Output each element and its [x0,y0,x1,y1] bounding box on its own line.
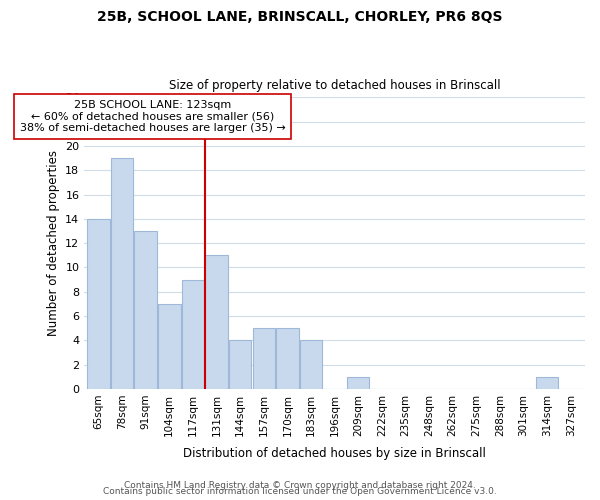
Bar [87,219,110,389]
Bar [276,328,299,389]
Bar [182,280,204,389]
Text: Contains public sector information licensed under the Open Government Licence v3: Contains public sector information licen… [103,488,497,496]
Title: Size of property relative to detached houses in Brinscall: Size of property relative to detached ho… [169,79,500,92]
Bar [229,340,251,389]
Bar [205,256,228,389]
Bar [347,377,370,389]
Bar [253,328,275,389]
X-axis label: Distribution of detached houses by size in Brinscall: Distribution of detached houses by size … [183,447,486,460]
Bar [300,340,322,389]
Y-axis label: Number of detached properties: Number of detached properties [47,150,59,336]
Text: 25B, SCHOOL LANE, BRINSCALL, CHORLEY, PR6 8QS: 25B, SCHOOL LANE, BRINSCALL, CHORLEY, PR… [97,10,503,24]
Bar [536,377,559,389]
Bar [158,304,181,389]
Bar [111,158,133,389]
Text: 25B SCHOOL LANE: 123sqm
← 60% of detached houses are smaller (56)
38% of semi-de: 25B SCHOOL LANE: 123sqm ← 60% of detache… [20,100,286,133]
Bar [134,231,157,389]
Text: Contains HM Land Registry data © Crown copyright and database right 2024.: Contains HM Land Registry data © Crown c… [124,481,476,490]
